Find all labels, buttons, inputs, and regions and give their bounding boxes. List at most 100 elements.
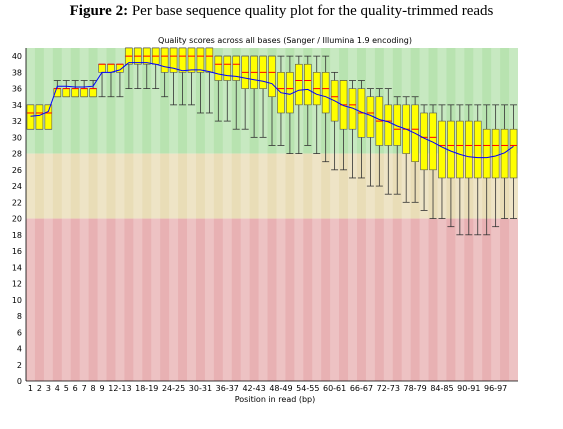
iqr-box xyxy=(44,104,53,130)
figure-text: Per base sequence quality plot for the q… xyxy=(131,3,494,19)
box-18-19 xyxy=(142,47,151,90)
y-tick-label: 12 xyxy=(12,280,22,289)
box-22-23 xyxy=(160,47,169,98)
x-tick-label: 54-55 xyxy=(296,384,319,393)
stripe xyxy=(330,48,340,381)
box-34-35 xyxy=(214,55,223,122)
stripe xyxy=(383,48,393,381)
stripe xyxy=(312,48,322,381)
stripe xyxy=(240,48,250,381)
x-tick-label: 2 xyxy=(37,384,42,393)
iqr-box xyxy=(232,55,241,81)
figure-label: Figure 2: xyxy=(69,3,129,19)
iqr-box xyxy=(295,63,303,106)
stripe xyxy=(133,48,143,381)
x-tick-label: 96-97 xyxy=(484,384,507,393)
box-92-93 xyxy=(473,104,482,236)
iqr-box xyxy=(303,63,312,106)
stripe xyxy=(348,48,357,381)
stripe xyxy=(79,48,89,381)
y-tick-label: 34 xyxy=(12,101,22,110)
x-tick-label: 72-73 xyxy=(377,384,400,393)
box-52-53 xyxy=(295,55,303,154)
box-64-65 xyxy=(348,80,357,179)
x-tick-label: 90-91 xyxy=(457,384,480,393)
quality-band-2 xyxy=(26,218,518,381)
box-24-25 xyxy=(169,47,178,106)
box-4 xyxy=(53,80,62,98)
iqr-box xyxy=(491,128,500,179)
iqr-box xyxy=(420,112,428,171)
iqr-box xyxy=(321,72,330,114)
iqr-box xyxy=(89,88,97,98)
iqr-box xyxy=(456,120,464,179)
y-tick-label: 14 xyxy=(12,263,22,272)
y-tick-label: 28 xyxy=(12,150,22,159)
mean-line xyxy=(30,62,514,159)
box-62-63 xyxy=(339,80,348,171)
box-56-57 xyxy=(312,55,321,154)
chart-title: Quality scores across all bases (Sanger … xyxy=(158,36,412,45)
box-36-37 xyxy=(223,55,232,122)
x-tick-label: 48-49 xyxy=(269,384,292,393)
box-7 xyxy=(80,80,88,98)
stripe xyxy=(294,48,304,381)
iqr-box xyxy=(107,63,115,73)
iqr-box xyxy=(482,128,491,179)
y-tick-label: 18 xyxy=(12,231,22,240)
box-2 xyxy=(35,104,44,130)
iqr-box xyxy=(348,88,357,130)
box-28-29 xyxy=(187,47,196,106)
box-30-31 xyxy=(196,47,205,114)
x-tick-label: 12-13 xyxy=(108,384,131,393)
iqr-box xyxy=(429,112,437,171)
iqr-box xyxy=(268,55,276,98)
iqr-box xyxy=(393,104,402,146)
iqr-box xyxy=(223,55,232,81)
box-96-97 xyxy=(491,104,500,228)
iqr-box xyxy=(205,47,214,73)
box-100-101 xyxy=(509,104,518,219)
box-54-55 xyxy=(303,55,312,146)
iqr-box xyxy=(438,120,446,179)
y-tick-label: 0 xyxy=(17,377,22,386)
y-tick-label: 2 xyxy=(17,361,22,370)
x-tick-label: 1 xyxy=(28,384,33,393)
box-8 xyxy=(89,80,97,98)
stripe xyxy=(187,48,196,381)
stripe xyxy=(43,48,53,381)
x-tick-label: 66-67 xyxy=(350,384,373,393)
box-94-95 xyxy=(482,104,491,236)
iqr-box xyxy=(80,88,88,98)
stripe xyxy=(97,48,107,381)
x-tick-label: 42-43 xyxy=(242,384,265,393)
x-tick-label: 84-85 xyxy=(430,384,453,393)
x-tick-label: 78-79 xyxy=(404,384,427,393)
x-axis-label: Position in read (bp) xyxy=(235,395,315,404)
y-tick-label: 24 xyxy=(12,182,22,191)
iqr-box xyxy=(196,47,205,73)
stripe xyxy=(365,48,375,381)
x-tick-label: 3 xyxy=(46,384,51,393)
box-40-41 xyxy=(241,55,249,130)
box-16-17 xyxy=(134,47,142,90)
x-tick-label: 7 xyxy=(82,384,87,393)
iqr-box xyxy=(160,47,169,73)
stripe xyxy=(258,48,268,381)
box-20-21 xyxy=(151,47,160,90)
stripe xyxy=(26,48,35,381)
stripe xyxy=(151,48,161,381)
x-tick-label: 9 xyxy=(99,384,104,393)
box-58-59 xyxy=(321,55,330,163)
box-82-83 xyxy=(429,104,437,219)
x-tick-label: 4 xyxy=(55,384,60,393)
stripe xyxy=(115,48,125,381)
box-38-39 xyxy=(232,55,241,130)
iqr-box xyxy=(384,104,393,146)
x-tick-label: 8 xyxy=(91,384,96,393)
x-tick-label: 5 xyxy=(64,384,69,393)
y-tick-label: 36 xyxy=(12,85,22,94)
iqr-box xyxy=(465,120,473,179)
